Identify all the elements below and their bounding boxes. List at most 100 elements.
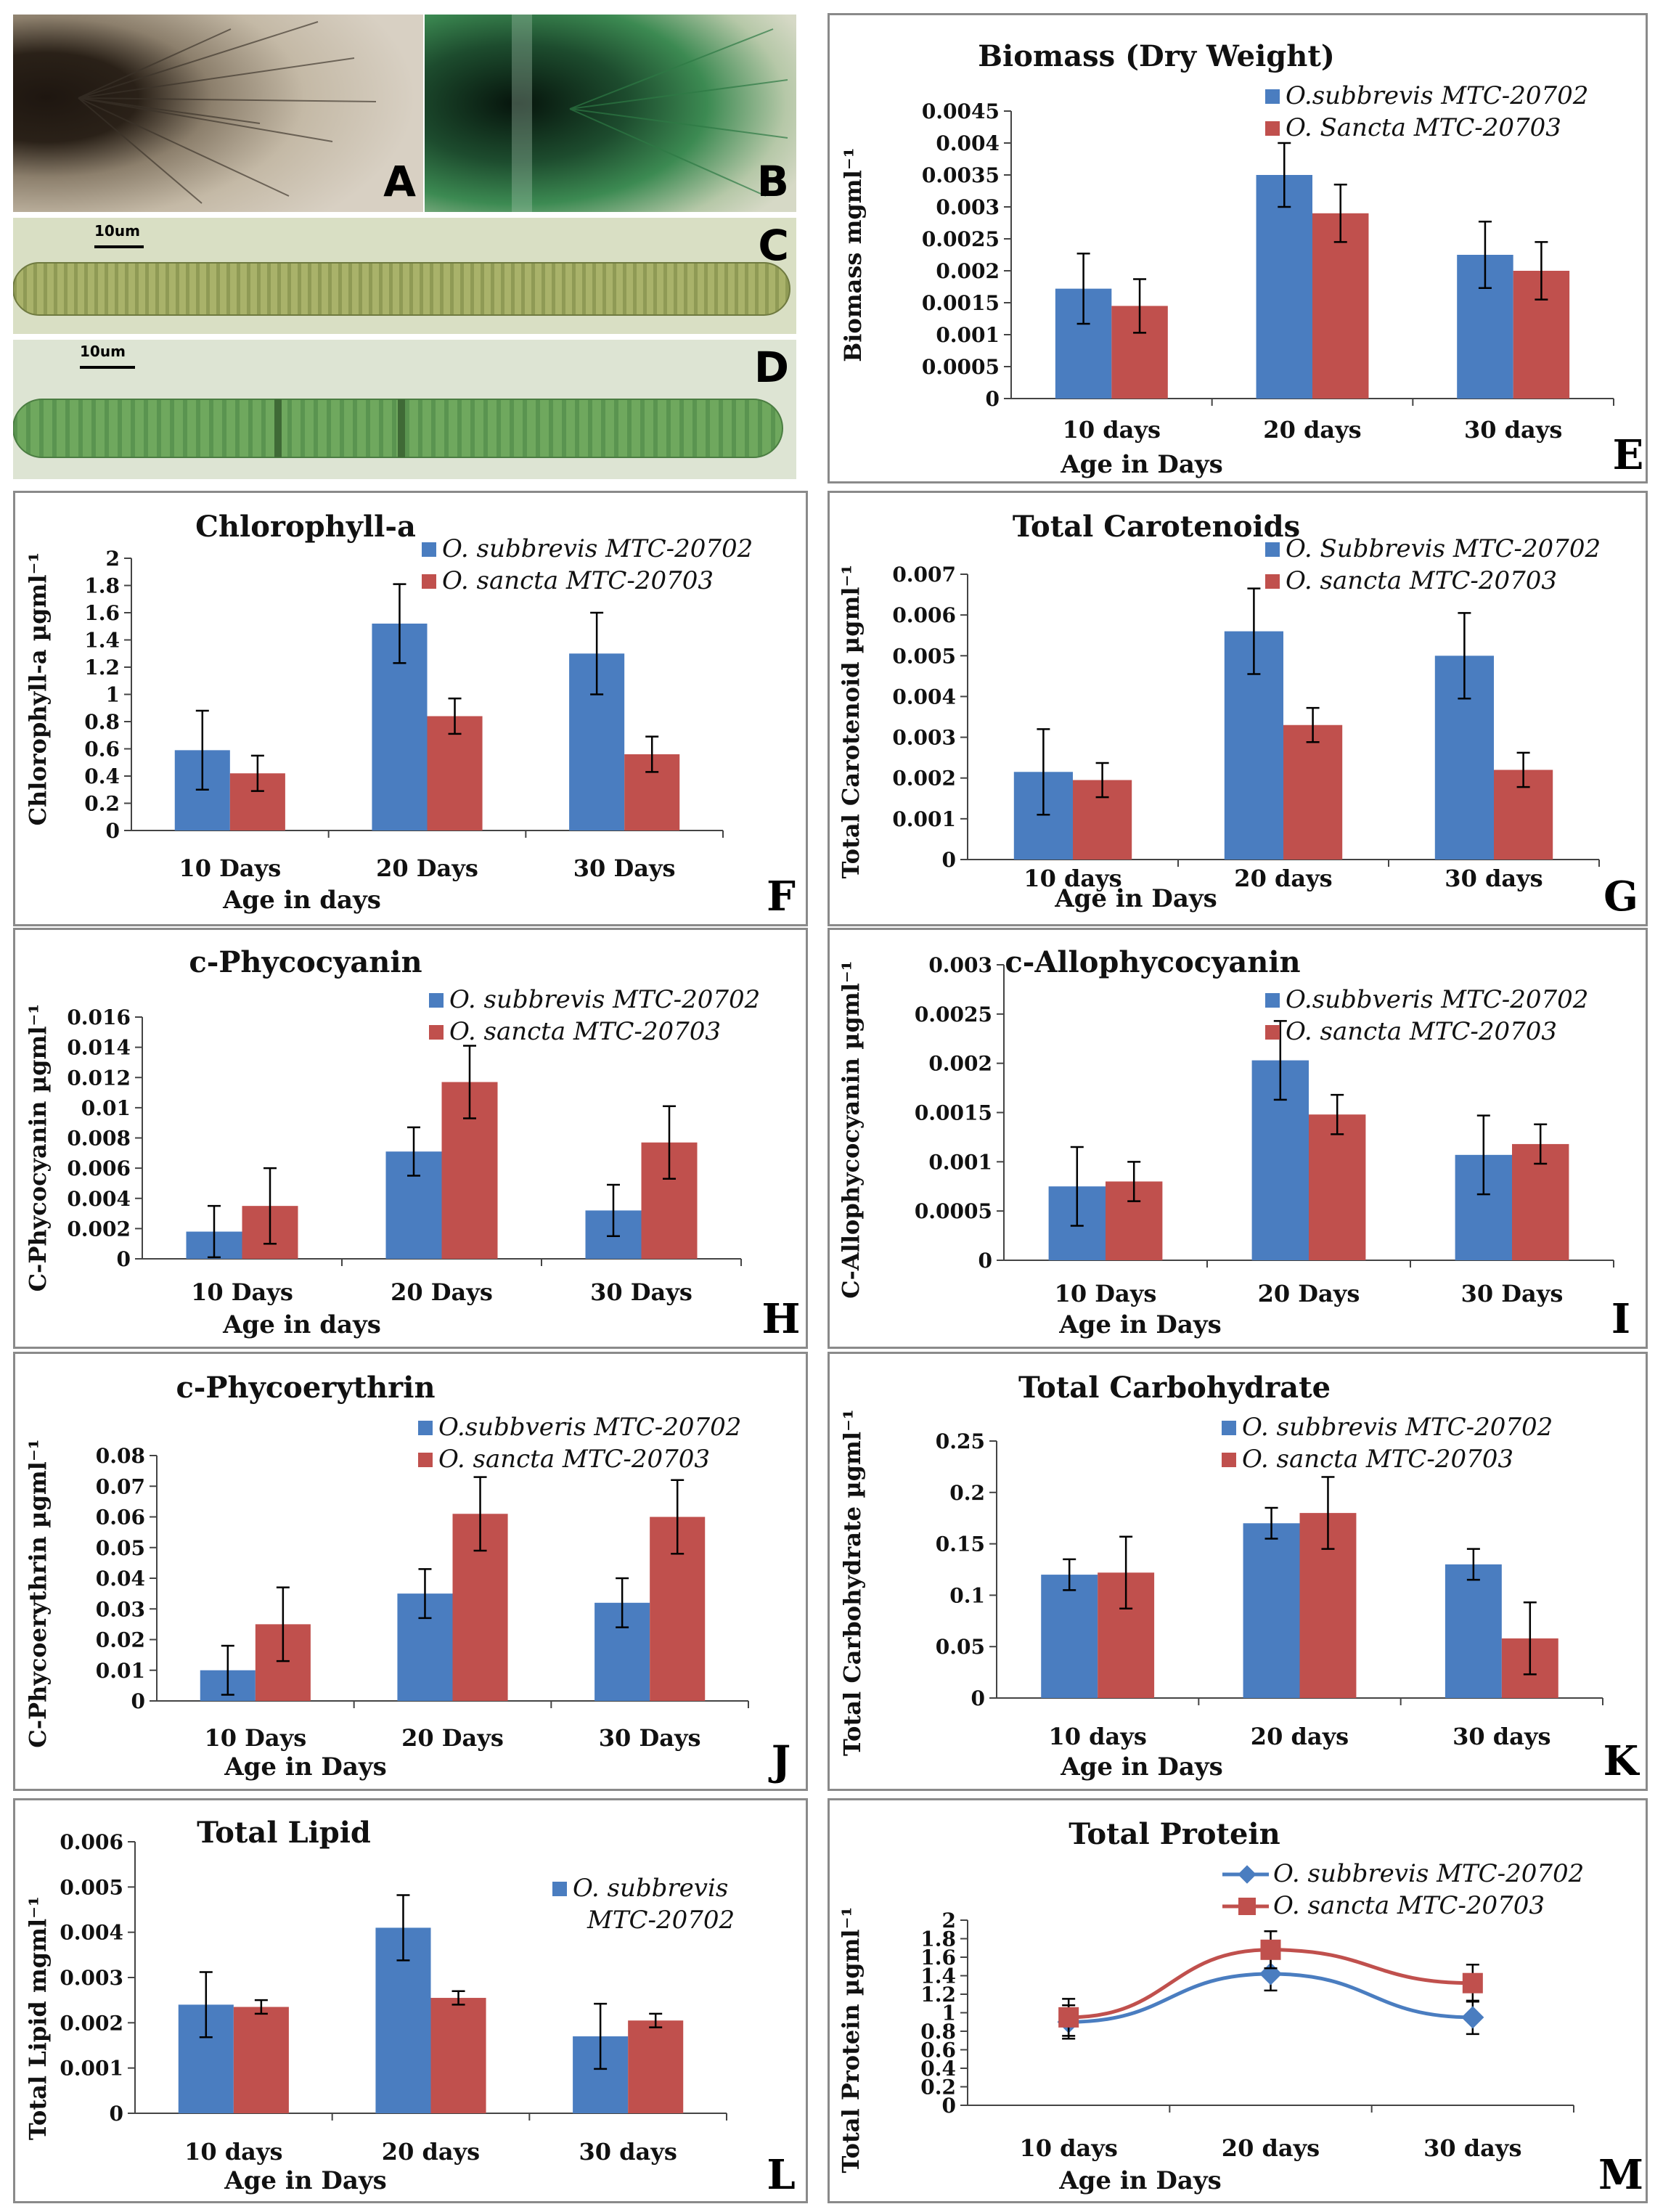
photo-c-scale: 10um <box>94 222 140 240</box>
panel-i: c-Allophycocyanin 0 0.0005 0.001 0.0015 0.002… <box>828 928 1648 1349</box>
bar-red-2 <box>1312 213 1369 399</box>
bar-red-1 <box>233 2007 289 2113</box>
chart-title: Total Carotenoids <box>1013 510 1300 544</box>
y-tick-label: 0 <box>971 1686 985 1710</box>
x-axis-label: Age in Days <box>224 2166 387 2195</box>
chart-j-svg: c-Phycoerythrin 0 0.01 0.02 0.03 0.04 0.05 0.06… <box>24 1371 790 1785</box>
y-tick-label: 0.004 <box>892 685 956 709</box>
legend-label: O. sancta MTC-20703 <box>1286 566 1557 595</box>
y-tick-label: 0 <box>942 848 956 872</box>
y-axis-label: Total Carbohydrate µgml⁻¹ <box>838 1409 866 1756</box>
legend-label: O. Subbrevis MTC-20702 <box>1286 534 1601 563</box>
y-axis-label: Total Lipid mgml⁻¹ <box>24 1896 52 2140</box>
y-tick-label: 0 <box>986 387 1000 411</box>
panel-letter: H <box>762 1295 801 1343</box>
legend-swatch-red <box>422 574 436 589</box>
y-tick-label: 0 <box>106 819 120 843</box>
y-tick-label: 1.8 <box>920 1927 956 1951</box>
y-tick-label: 0.02 <box>96 1628 145 1652</box>
legend-label: O. sancta MTC-20703 <box>1273 1891 1545 1920</box>
y-tick-label: 0.1 <box>949 1583 985 1607</box>
y-tick-label: 0.014 <box>67 1036 131 1060</box>
y-tick-label: 0.003 <box>928 953 992 977</box>
x-tick-label: 20 days <box>382 2138 480 2166</box>
legend-label: O. sancta MTC-20703 <box>449 1017 721 1046</box>
legend-swatch-blue <box>1222 1421 1236 1435</box>
y-tick-label: 0.001 <box>892 807 956 831</box>
chart-l-svg: Total Lipid 0 0.001 0.002 0.003 0.004 0.005 0.0… <box>24 1816 796 2199</box>
panel-letter: I <box>1611 1295 1630 1343</box>
x-tick-label: 20 days <box>1222 2134 1320 2162</box>
y-tick-label: 0.0035 <box>922 163 1000 187</box>
x-tick-label: 10 Days <box>179 854 281 882</box>
legend-label: O.subbveris MTC-20702 <box>438 1413 741 1442</box>
y-tick-label: 1 <box>942 2001 956 2025</box>
y-tick-label: 1.4 <box>84 629 120 653</box>
x-tick-label: 20 days <box>1263 416 1361 444</box>
y-tick-label: 0.03 <box>96 1597 145 1621</box>
x-tick-label: 30 days <box>1452 1723 1550 1750</box>
panel-k: Total Carbohydrate 0 0.05 0.1 0.15 0.2 0.25 Tot… <box>828 1352 1648 1791</box>
y-tick-label: 0.006 <box>892 603 956 627</box>
legend-label: O. subbrevis MTC-20702 <box>449 985 760 1014</box>
legend-swatch-blue <box>1265 542 1280 557</box>
y-tick-label: 0.0005 <box>922 355 1000 379</box>
y-tick-label: 0.004 <box>60 1921 123 1945</box>
chart-title: Chlorophyll-a <box>195 510 416 544</box>
y-axis-label: Chlorophyll-a µgml⁻¹ <box>24 552 52 826</box>
y-tick-label: 0 <box>110 2102 123 2126</box>
y-tick-label: 0.006 <box>67 1156 131 1180</box>
point-marker-square <box>1462 1972 1483 1993</box>
chart-h-svg: c-Phycocyanin 0 0.002 0.004 0.006 0.008 0.01 0.… <box>24 945 801 1343</box>
y-tick-label: 0.0015 <box>915 1101 992 1125</box>
y-tick-label: 1 <box>106 683 120 707</box>
y-tick-label: 0.06 <box>96 1506 145 1530</box>
y-tick-label: 0.07 <box>96 1474 145 1498</box>
bar-blue-3 <box>1445 1564 1502 1698</box>
y-axis-label: C-Allophycocyanin µgml⁻¹ <box>837 960 865 1299</box>
y-tick-label: 1.2 <box>84 656 120 679</box>
y-tick-label: 0.08 <box>96 1444 145 1468</box>
legend-swatch-blue <box>1265 993 1280 1008</box>
y-tick-label: 0.002 <box>67 1217 131 1241</box>
y-tick-label: 0.0005 <box>915 1199 992 1223</box>
panel-l: Total Lipid 0 0.001 0.002 0.003 0.004 0.005 0.0… <box>13 1798 808 2203</box>
bar-red-2 <box>1283 725 1343 860</box>
point-marker-square <box>1058 2007 1079 2028</box>
y-axis-label: C-Phycocyanin µgml⁻¹ <box>24 1004 52 1292</box>
y-tick-label: 0.002 <box>936 259 1000 283</box>
y-tick-label: 2 <box>942 1909 956 1933</box>
y-tick-label: 0.001 <box>936 323 1000 347</box>
legend-label: O. Sancta MTC-20703 <box>1286 113 1561 142</box>
chart-title: c-Phycoerythrin <box>176 1371 435 1405</box>
y-tick-label: 0 <box>942 2094 956 2118</box>
photo-c-letter: C <box>758 221 789 270</box>
y-tick-label: 1.6 <box>84 601 120 625</box>
x-tick-label: 20 days <box>1251 1723 1349 1750</box>
y-tick-label: 0.002 <box>928 1052 992 1076</box>
y-tick-label: 0.001 <box>60 2057 123 2081</box>
legend-label: O. subbrevis MTC-20702 <box>442 534 753 563</box>
x-axis-label: Age in Days <box>1060 1752 1223 1782</box>
photo-c: 10um C <box>13 218 796 334</box>
y-tick-label: 0.2 <box>84 792 120 816</box>
legend-swatch-blue <box>418 1421 433 1435</box>
legend-swatch-red <box>429 1025 444 1040</box>
panel-f: Chlorophyll-a 0 0.2 0.4 0.6 0.8 1 1.2 1.4 1.6 1.8 2… <box>13 491 808 926</box>
y-tick-label: 0.05 <box>936 1635 985 1659</box>
x-tick-label: 30 Days <box>573 854 676 882</box>
bar-red-2 <box>427 716 483 830</box>
x-tick-label: 10 days <box>1019 2134 1117 2162</box>
legend-swatch-red <box>418 1453 433 1467</box>
x-tick-label: 30 Days <box>599 1724 701 1752</box>
y-tick-label: 0.005 <box>892 644 956 668</box>
chart-title: Total Lipid <box>197 1816 371 1850</box>
x-tick-label: 10 days <box>1023 865 1121 892</box>
y-tick-label: 1.4 <box>920 1964 956 1988</box>
photo-b: B <box>425 15 796 212</box>
bar-blue-1 <box>1041 1575 1098 1698</box>
y-tick-label: 0.007 <box>892 563 956 587</box>
y-tick-label: 0.004 <box>67 1187 131 1211</box>
panel-letter: K <box>1603 1737 1640 1785</box>
chart-title: c-Allophycocyanin <box>1005 945 1300 979</box>
